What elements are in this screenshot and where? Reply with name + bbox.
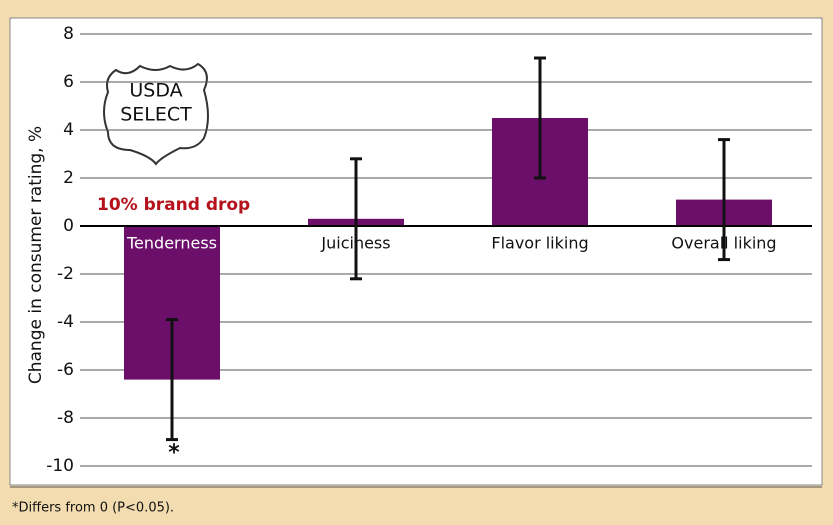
y-tick-label: -6	[57, 360, 74, 380]
y-tick-label: 8	[63, 24, 74, 44]
x-tick-label: Tenderness	[126, 234, 217, 253]
y-tick-label: -2	[57, 264, 74, 284]
annotation: 10% brand drop	[97, 195, 250, 215]
footnote: *Differs from 0 (P<0.05).	[12, 501, 174, 516]
badge-line: USDA	[129, 80, 182, 102]
x-tick-label: Juiciness	[320, 234, 390, 253]
y-axis-label: Change in consumer rating, %	[26, 126, 46, 384]
usda-badge	[103, 62, 209, 166]
x-tick-label: Overall liking	[671, 234, 776, 253]
error-bar	[350, 157, 362, 281]
error-bar	[718, 138, 730, 262]
y-tick-label: 6	[63, 72, 74, 92]
error-bar	[534, 56, 546, 180]
y-tick-label: -8	[57, 408, 74, 428]
y-tick-label: -4	[57, 312, 74, 332]
y-tick-label: 2	[63, 168, 74, 188]
y-tick-label: 0	[63, 216, 74, 236]
y-tick-label: 4	[63, 120, 74, 140]
y-tick-label: -10	[46, 456, 74, 476]
error-bar	[166, 318, 178, 442]
significance-marker: *	[168, 441, 180, 466]
x-tick-label: Flavor liking	[491, 234, 588, 253]
badge-line: SELECT	[120, 104, 192, 126]
